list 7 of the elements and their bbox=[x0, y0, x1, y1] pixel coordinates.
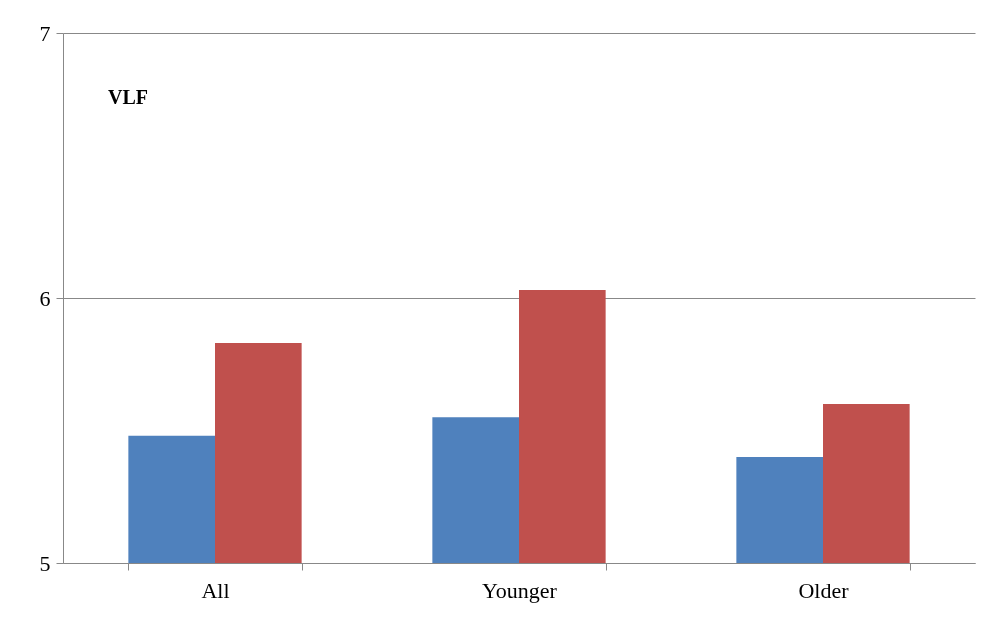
x-tick-label: Younger bbox=[482, 577, 558, 603]
y-tick-label: 6 bbox=[39, 285, 51, 311]
x-tick-label: Older bbox=[798, 577, 850, 603]
y-tick-label: 7 bbox=[39, 20, 51, 46]
y-tick-label: 5 bbox=[39, 550, 51, 576]
annotation: VLF bbox=[108, 86, 148, 108]
x-tick-label: All bbox=[201, 577, 230, 603]
